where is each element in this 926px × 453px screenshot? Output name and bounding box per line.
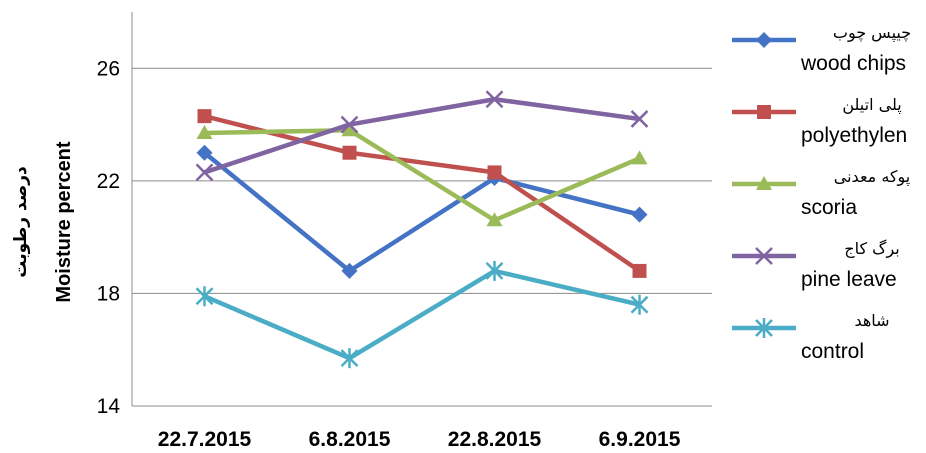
legend-label-persian: شاهد (854, 311, 889, 330)
series-line (203, 96, 640, 175)
data-point (485, 90, 504, 109)
axes (131, 12, 712, 407)
series-polyethylen (197, 109, 647, 278)
data-point (631, 150, 648, 165)
x-tick-label: 22.7.2015 (158, 428, 252, 451)
data-point (342, 145, 357, 160)
legend-label-persian: برگ کاج (844, 239, 900, 259)
data-point (341, 262, 358, 279)
legend-marker (756, 176, 772, 190)
data-point (195, 286, 214, 307)
legend-label: wood chips (800, 52, 906, 75)
y-tick-label: 14 (97, 395, 121, 418)
y-tick-labels: 14 18 22 26 (97, 57, 121, 418)
data-point (632, 263, 647, 278)
gridlines (132, 67, 712, 294)
data-point (196, 125, 213, 140)
legend-label: scoria (801, 196, 857, 219)
series-line (203, 150, 641, 274)
data-point (197, 109, 212, 124)
legend-label: polyethylen (801, 124, 907, 147)
legend-label: pine leave (801, 268, 897, 291)
x-tick-label: 6.9.2015 (599, 428, 681, 451)
series-lines (195, 90, 649, 369)
legend-label-persian: پوکه معدنی (834, 167, 910, 187)
legend-entry: پلی اتیلن polyethylen (732, 95, 907, 147)
series-control (195, 260, 649, 369)
data-point (487, 165, 502, 180)
series-line (203, 268, 641, 361)
series-line (204, 127, 641, 223)
data-point (341, 122, 358, 137)
legend-label-persian: چیپس چوب (833, 23, 911, 43)
data-point (486, 212, 503, 227)
data-point (631, 206, 648, 223)
legend-entry: چیپس چوب wood chips (732, 23, 911, 75)
x-tick-labels: 22.7.2015 6.8.2015 22.8.2015 6.9.2015 (158, 428, 681, 451)
legend-entry: شاهد control (732, 311, 890, 363)
y-axis-title-persian: درصد رطوبت (11, 166, 31, 278)
legend-entry: پوکه معدنی scoria (732, 167, 910, 219)
series-wood-chips (196, 144, 648, 279)
x-tick-label: 6.8.2015 (309, 428, 391, 451)
data-point (485, 260, 504, 281)
y-tick-label: 26 (97, 57, 120, 80)
y-tick-label: 22 (97, 170, 120, 193)
series-line (203, 113, 641, 273)
data-point (630, 110, 649, 128)
data-point (196, 144, 213, 161)
data-point (630, 294, 649, 315)
data-point (340, 348, 359, 369)
legend-marker (756, 32, 772, 48)
series-scoria (196, 122, 648, 227)
legend-marker (755, 318, 773, 338)
legend-label: control (801, 340, 864, 363)
legend-label-persian: پلی اتیلن (842, 95, 901, 115)
series-pine-leave (195, 90, 649, 182)
data-point (195, 163, 214, 182)
legend-marker (755, 247, 773, 265)
legend: چیپس چوب wood chips پلی اتیلن polyethylen پو… (732, 23, 911, 363)
y-tick-label: 18 (97, 282, 120, 305)
legend-marker (757, 105, 771, 119)
data-point (340, 115, 359, 134)
legend-entry: برگ کاج pine leave (732, 239, 900, 291)
x-tick-label: 22.8.2015 (448, 428, 542, 451)
y-axis-title: Moisture percent (53, 141, 75, 302)
